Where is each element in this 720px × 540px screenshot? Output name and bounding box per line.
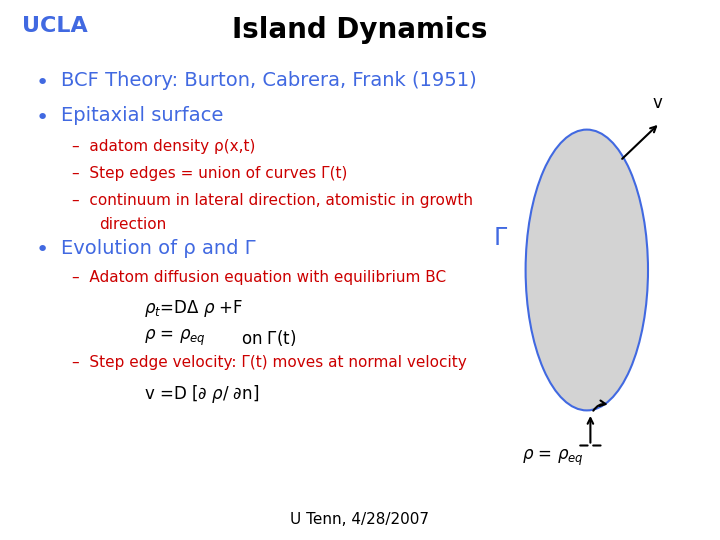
Text: $\rho$ = $\rho_{eq}$: $\rho$ = $\rho_{eq}$ [144, 328, 206, 348]
Text: direction: direction [99, 217, 166, 232]
Text: U Tenn, 4/28/2007: U Tenn, 4/28/2007 [290, 511, 430, 526]
Text: •: • [36, 240, 49, 260]
Text: –  adatom density ρ(x,t): – adatom density ρ(x,t) [72, 139, 256, 154]
Text: –  Step edge velocity: Γ(t) moves at normal velocity: – Step edge velocity: Γ(t) moves at norm… [72, 355, 467, 370]
Text: •: • [36, 108, 49, 128]
Text: $\Gamma$: $\Gamma$ [492, 226, 508, 249]
Text: –  continuum in lateral direction, atomistic in growth: – continuum in lateral direction, atomis… [72, 193, 473, 208]
Text: on $\Gamma$(t): on $\Gamma$(t) [241, 328, 297, 348]
Text: v: v [652, 94, 662, 112]
Text: $\rho_t$=D$\Delta$ $\rho$ +F: $\rho_t$=D$\Delta$ $\rho$ +F [144, 298, 243, 319]
Text: •: • [36, 73, 49, 93]
Text: BCF Theory: Burton, Cabrera, Frank (1951): BCF Theory: Burton, Cabrera, Frank (1951… [61, 71, 477, 90]
Text: Evolution of ρ and Γ: Evolution of ρ and Γ [61, 239, 256, 258]
Text: $\rho$ = $\rho_{eq}$: $\rho$ = $\rho_{eq}$ [522, 448, 584, 468]
Text: Epitaxial surface: Epitaxial surface [61, 106, 224, 125]
Text: Island Dynamics: Island Dynamics [233, 16, 487, 44]
Text: v =D [$\partial$ $\rho$/ $\partial$n]: v =D [$\partial$ $\rho$/ $\partial$n] [144, 383, 259, 406]
Text: UCLA: UCLA [22, 16, 87, 36]
Ellipse shape [526, 130, 648, 410]
Text: –  Step edges = union of curves Γ(t): – Step edges = union of curves Γ(t) [72, 166, 347, 181]
Text: –  Adatom diffusion equation with equilibrium BC: – Adatom diffusion equation with equilib… [72, 270, 446, 285]
